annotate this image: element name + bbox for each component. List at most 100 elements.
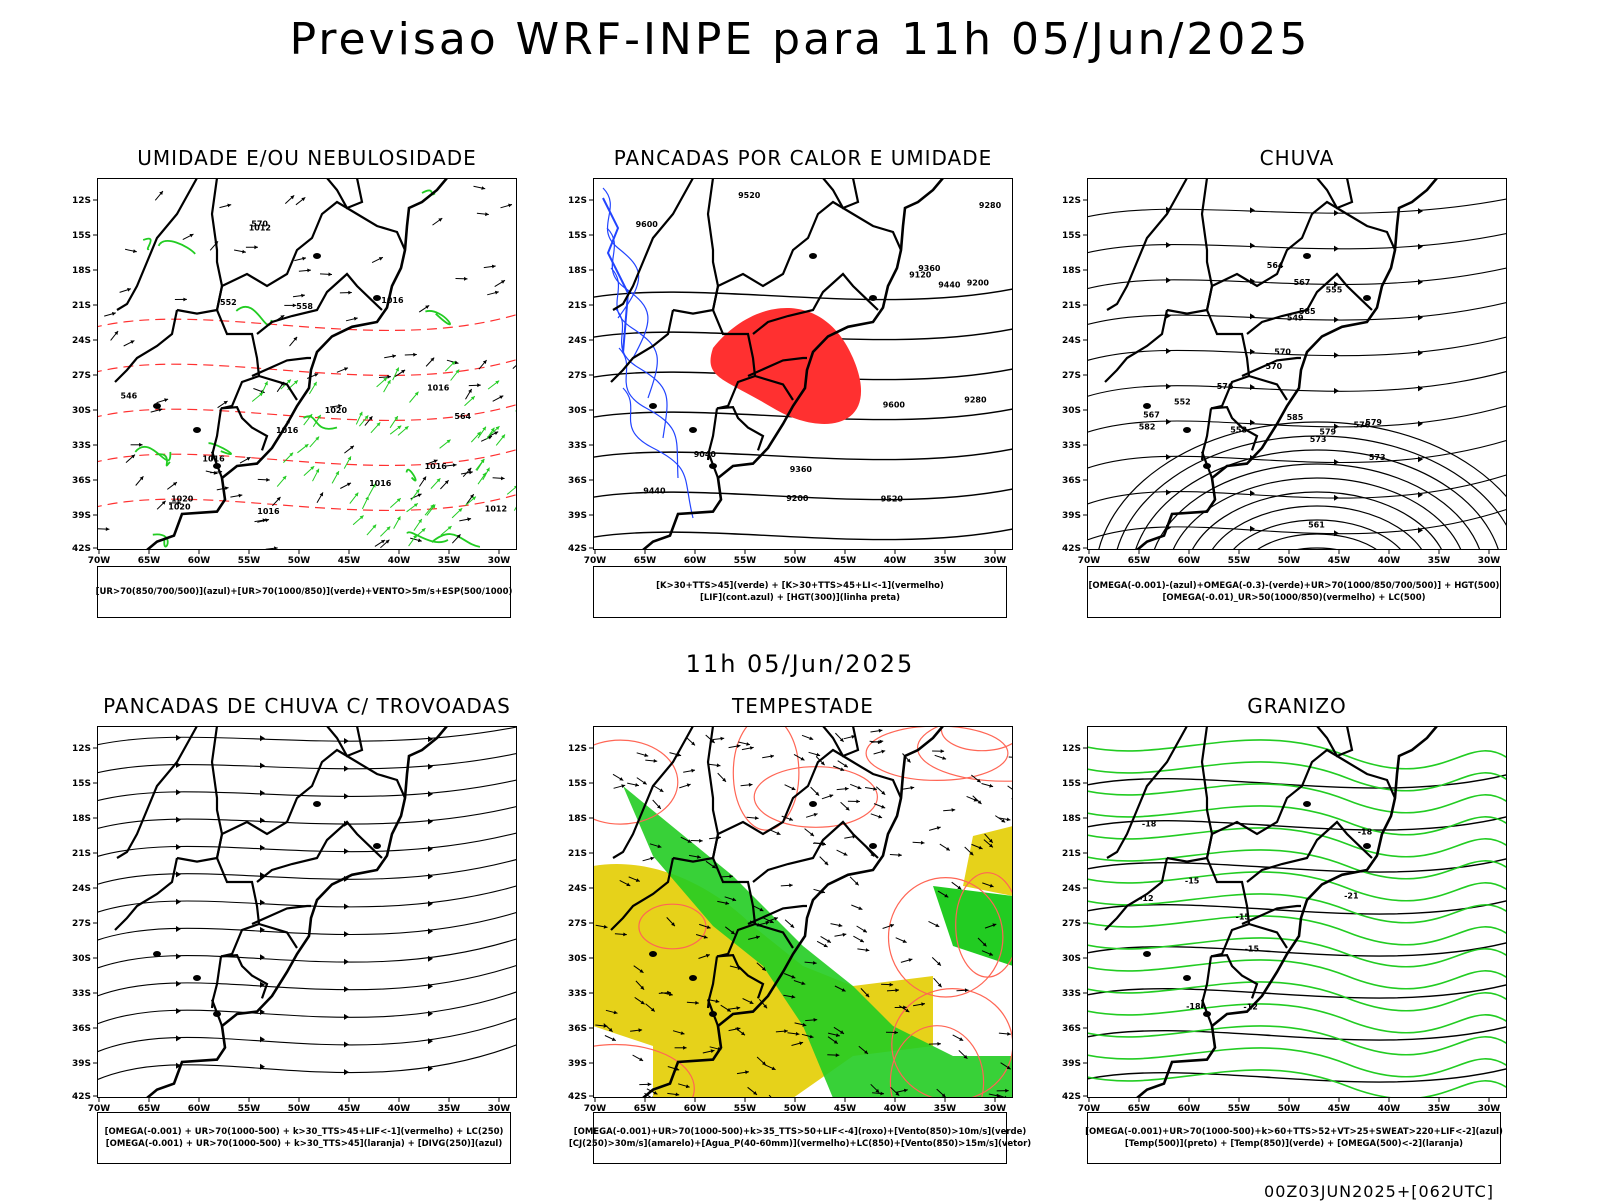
legend-line: [LIF](cont.azul) + [HGT(300)](linha pret… [700,592,900,604]
contour-label: 567 [1143,410,1160,419]
contour-label: 9040 [694,450,717,459]
contour-label: 9440 [643,486,666,495]
lat-tick-label: 24S [1062,884,1081,894]
lat-tick-label: 18S [72,266,91,276]
lon-tick-label: 35W [934,556,957,566]
lat-tick-label: 27S [568,919,587,929]
contour-label: 552 [1174,397,1191,406]
lon-tick-label: 65W [634,556,657,566]
lon-tick-label: 40W [884,556,907,566]
lat-tick-label: 30S [1062,406,1081,416]
lat-tick-label: 18S [568,814,587,824]
contour-label: -18 [1142,819,1157,828]
lat-tick-label: 21S [72,849,91,859]
contour-label: 9360 [790,465,813,474]
lat-tick-label: 39S [568,511,587,521]
lat-tick-label: 30S [1062,954,1081,964]
contour-label: 1016 [276,426,299,435]
contour-label: 567 [1294,278,1311,287]
contour-label: 570 [1266,362,1283,371]
legend-line: [OMEGA(-0.001)+UR>70(1000-500)+k>35_TTS>… [574,1126,1027,1138]
lat-tick-label: 39S [1062,511,1081,521]
lon-tick-label: 35W [1428,556,1451,566]
lon-tick-label: 30W [1478,556,1501,566]
panel-title-granizo: GRANIZO [1047,694,1547,718]
contour-label: 558 [296,302,313,311]
contour-label: 1016 [425,462,448,471]
lat-tick-label: 30S [72,406,91,416]
contour-label: 9520 [881,495,904,504]
contour-label: 9600 [883,401,906,410]
contour-label: 1016 [257,507,280,516]
contour-label: 561 [1308,521,1325,530]
lat-tick-label: 33S [1062,441,1081,451]
legend-line: [K>30+TTS>45](verde) + [K>30+TTS>45+LI<-… [656,580,944,592]
lat-tick-label: 12S [568,744,587,754]
lat-tick-label: 27S [568,371,587,381]
lat-tick-label: 39S [72,511,91,521]
lon-tick-label: 55W [1228,556,1251,566]
lat-tick-label: 39S [568,1059,587,1069]
lat-tick-label: 24S [72,884,91,894]
contour-label: 9120 [909,271,932,280]
lon-tick-label: 30W [984,556,1007,566]
lat-tick-label: 33S [72,441,91,451]
lat-tick-label: 33S [72,989,91,999]
lat-tick-label: 18S [568,266,587,276]
panel-title-chuva: CHUVA [1047,146,1547,170]
legend-line: [Temp(500)](preto) + [Temp(850)](verde) … [1125,1138,1463,1150]
lat-tick-label: 33S [1062,989,1081,999]
lat-tick-label: 30S [568,406,587,416]
panel-title-trovoadas: PANCADAS DE CHUVA C/ TROVOADAS [57,694,557,718]
legend-umidade: [UR>70(850/700/500)](azul)+[UR>70(1000/8… [97,566,511,618]
lon-tick-label: 40W [1378,556,1401,566]
contour-label: 555 [1326,285,1343,294]
map-chuva: 5855825795765735705675645615585555525495… [1047,178,1527,580]
legend-line: [CJ(250)>30m/s](amarelo)+[Agua_P(40-60mm… [569,1138,1031,1150]
contour-label: 552 [220,298,237,307]
panel-title-umidade: UMIDADE E/OU NEBULOSIDADE [57,146,557,170]
contour-label: 9280 [964,395,987,404]
lon-tick-label: 40W [388,556,411,566]
contour-label: 1020 [168,502,191,511]
lat-tick-label: 42S [72,1092,91,1102]
contour-label: 1012 [485,505,507,514]
lat-tick-label: 21S [1062,849,1081,859]
legend-line: [OMEGA(-0.001)+UR>70(1000-500)+k>60+TTS>… [1085,1126,1503,1138]
lon-tick-label: 55W [238,556,261,566]
legend-line: [OMEGA(-0.001)-(azul)+OMEGA(-0.3)-(verde… [1089,580,1500,592]
lon-tick-label: 45W [338,556,361,566]
lat-tick-label: 12S [1062,196,1081,206]
lon-tick-label: 50W [784,556,807,566]
lat-tick-label: 42S [568,544,587,554]
contour-label: 1020 [325,406,348,415]
contour-label: 9280 [979,201,1002,210]
lon-tick-label: 70W [1078,556,1101,566]
map-granizo: -12-12-15-15-15-18-18-18-2112S15S18S21S2… [1047,726,1527,1128]
lat-tick-label: 36S [1062,1024,1081,1034]
lon-tick-label: 65W [138,556,161,566]
lat-tick-label: 15S [1062,231,1081,241]
lat-tick-label: 39S [1062,1059,1081,1069]
legend-line: [OMEGA(-0.01)_UR>50(1000/850)(vermelho) … [1162,592,1425,604]
lat-tick-label: 21S [568,301,587,311]
lat-tick-label: 36S [1062,476,1081,486]
lat-tick-label: 18S [72,814,91,824]
lat-tick-label: 21S [568,849,587,859]
map-pancadas-calor: 9600952094409360928092009120904092009280… [553,178,1033,580]
lat-tick-label: 15S [72,779,91,789]
legend-line: [UR>70(850/700/500)](azul)+[UR>70(1000/8… [96,586,513,598]
lat-tick-label: 15S [568,779,587,789]
lat-tick-label: 36S [568,1024,587,1034]
lat-tick-label: 36S [72,476,91,486]
lat-tick-label: 21S [72,301,91,311]
lat-tick-label: 24S [568,884,587,894]
contour-label: 1016 [381,296,404,305]
lat-tick-label: 12S [568,196,587,206]
legend-line: [OMEGA(-0.001) + UR>70(1000-500) + k>30_… [106,1138,502,1150]
lon-tick-label: 60W [684,556,707,566]
contour-label: 585 [1287,413,1304,422]
lon-tick-label: 60W [1178,556,1201,566]
lat-tick-label: 42S [1062,544,1081,554]
